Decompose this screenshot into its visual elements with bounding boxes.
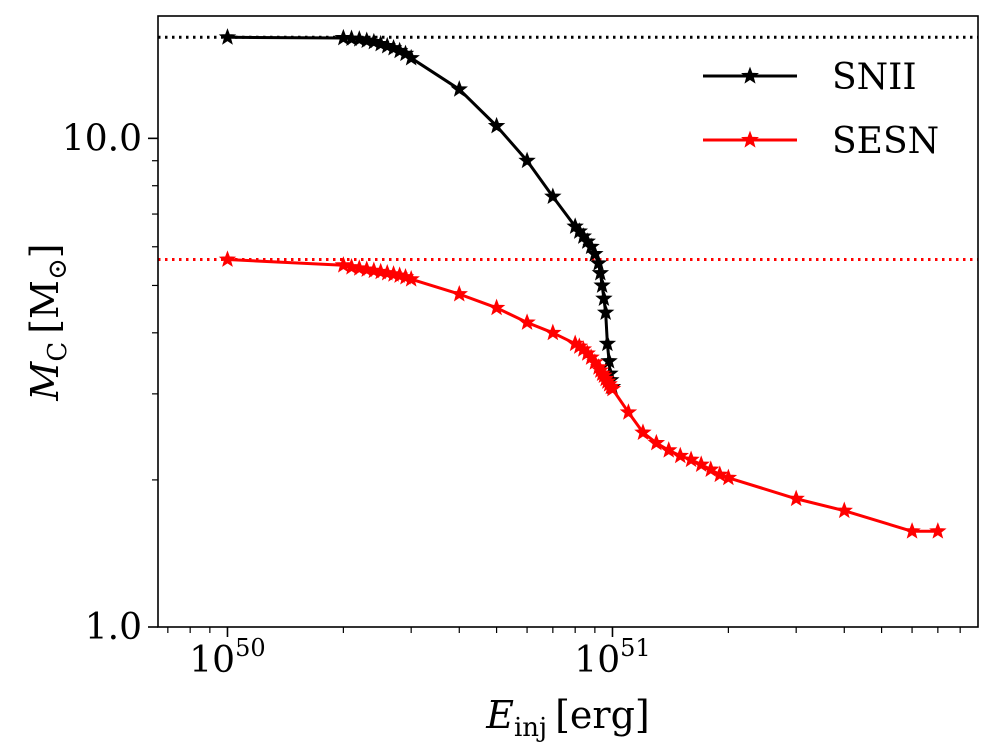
legend-marker-sesn xyxy=(741,130,759,148)
series-snii xyxy=(218,28,622,395)
tick-labels: 1050 1051 1.0 10.0 xyxy=(62,118,651,681)
plot-background xyxy=(158,16,978,627)
data-point-snii xyxy=(518,151,536,169)
data-point-snii xyxy=(402,48,420,66)
data-point-sesn xyxy=(719,468,738,486)
data-point-sesn xyxy=(218,250,237,267)
data-point-sesn xyxy=(692,455,710,472)
data-point-snii xyxy=(582,237,600,255)
data-point-snii xyxy=(450,80,468,97)
data-point-sesn xyxy=(835,501,853,519)
series-layer xyxy=(218,28,947,539)
data-point-sesn xyxy=(634,423,652,440)
data-point-sesn xyxy=(711,465,729,483)
series-sesn xyxy=(218,250,947,539)
data-point-sesn xyxy=(647,433,666,451)
data-point-snii xyxy=(595,289,613,306)
x-tick-label: 1050 xyxy=(189,634,265,681)
data-point-sesn xyxy=(787,489,805,507)
data-point-sesn xyxy=(518,313,536,330)
data-point-snii xyxy=(596,303,615,320)
svg-text:Einj[erg]: Einj [erg] xyxy=(485,693,650,743)
legend: SNII SESN xyxy=(703,57,939,162)
x-tick-label: 1051 xyxy=(574,634,650,681)
plot-frame xyxy=(157,15,979,628)
data-point-snii xyxy=(586,244,604,262)
data-point-sesn xyxy=(682,450,700,468)
data-point-snii xyxy=(544,187,562,205)
legend-item-snii: SNII xyxy=(703,57,917,98)
data-point-sesn xyxy=(402,270,420,287)
data-point-snii xyxy=(598,334,617,352)
data-point-sesn xyxy=(342,258,361,275)
legend-label-snii: SNII xyxy=(832,57,917,98)
data-point-sesn xyxy=(619,403,638,420)
data-point-sesn xyxy=(671,446,689,464)
y-tick-label: 10.0 xyxy=(62,118,142,159)
data-point-snii xyxy=(589,254,608,271)
data-point-snii xyxy=(591,263,610,281)
data-point-sesn xyxy=(603,379,622,397)
data-point-sesn xyxy=(487,298,506,316)
data-point-snii xyxy=(600,352,618,369)
data-point-snii xyxy=(487,116,506,134)
data-point-snii xyxy=(593,276,611,293)
legend-label-sesn: SESN xyxy=(832,121,939,162)
data-point-sesn xyxy=(903,522,921,539)
svg-text:MC[M⊙]: MC[M⊙] xyxy=(23,243,73,401)
legend-marker-snii xyxy=(741,66,759,84)
legend-item-sesn: SESN xyxy=(703,121,939,162)
data-point-snii xyxy=(334,28,353,46)
data-point-snii xyxy=(218,28,237,45)
x-axis-label: Einj [erg] xyxy=(485,693,650,743)
data-point-sesn xyxy=(450,284,468,302)
y-tick-label: 1.0 xyxy=(85,607,142,648)
axis-ticks xyxy=(148,137,961,637)
data-point-sesn xyxy=(660,441,678,458)
data-point-sesn xyxy=(702,460,720,477)
data-point-sesn xyxy=(929,522,947,539)
y-axis-label: MC[M⊙] xyxy=(23,243,73,401)
data-point-sesn xyxy=(544,323,562,341)
